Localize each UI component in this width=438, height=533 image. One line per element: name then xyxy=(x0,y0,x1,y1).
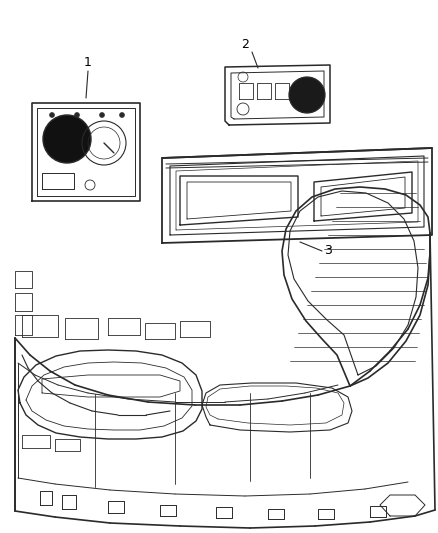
Text: 1: 1 xyxy=(84,56,92,69)
Circle shape xyxy=(99,112,105,117)
Circle shape xyxy=(120,112,124,117)
Text: 3: 3 xyxy=(324,245,332,257)
Circle shape xyxy=(49,112,54,117)
Circle shape xyxy=(289,77,325,113)
Circle shape xyxy=(74,112,80,117)
Text: 2: 2 xyxy=(241,38,249,52)
Circle shape xyxy=(43,115,91,163)
